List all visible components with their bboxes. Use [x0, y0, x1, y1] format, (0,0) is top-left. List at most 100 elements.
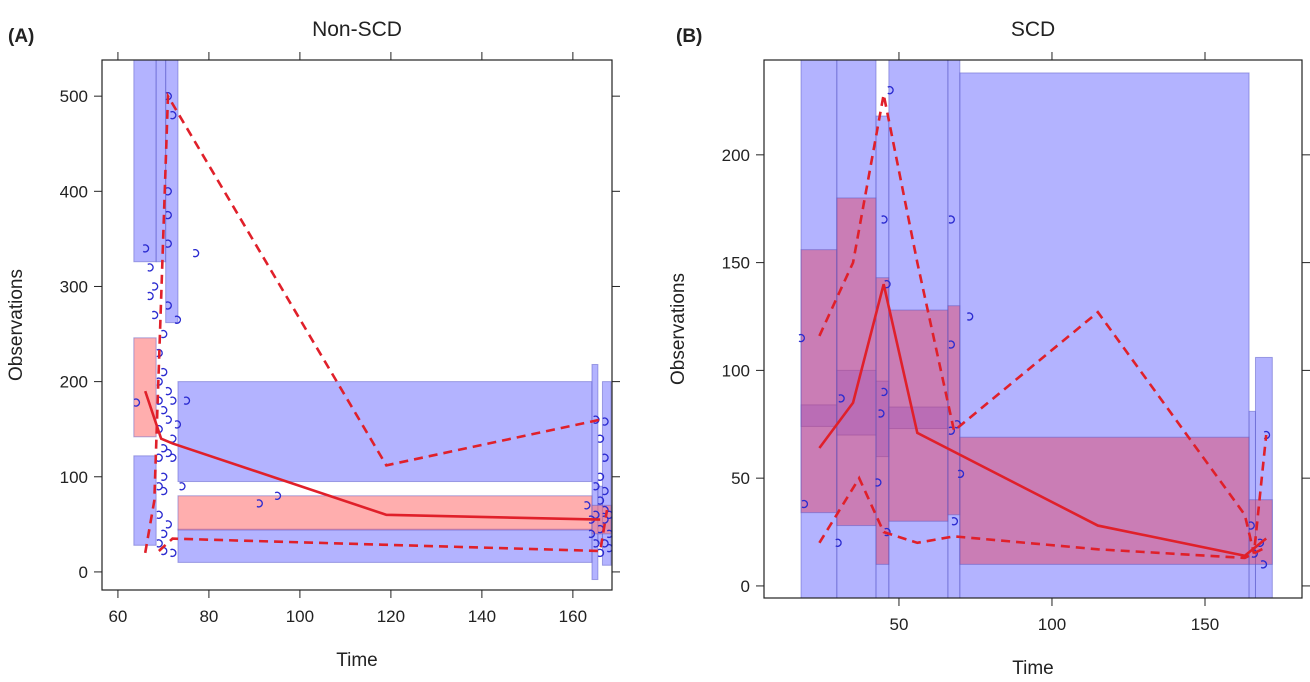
observation [170, 396, 177, 405]
y-axis-label: Observations [668, 273, 689, 385]
y-tick-label: 150 [722, 254, 750, 273]
interval-band [800, 60, 838, 598]
observation [161, 529, 168, 539]
x-tick-label: 100 [1038, 615, 1066, 634]
x-tick-label: 160 [559, 607, 587, 626]
observation [875, 478, 882, 487]
observation [957, 469, 965, 479]
interval-band [155, 60, 167, 263]
observation [151, 282, 159, 291]
plot-area [133, 60, 612, 581]
observation [133, 398, 141, 407]
y-tick-label: 50 [731, 469, 750, 488]
observation [161, 329, 168, 339]
observation [165, 386, 172, 396]
panel: (B) SCD Time Observations 50 100 150 0 50 100 150 2… [668, 18, 1310, 679]
observation [192, 248, 200, 258]
x-tick-label: 100 [286, 607, 314, 626]
observation [142, 244, 150, 253]
y-tick-label: 200 [60, 373, 88, 392]
observation [156, 482, 163, 491]
observation [606, 543, 612, 553]
interval-band [800, 249, 838, 514]
observation [593, 415, 600, 424]
interval-band [165, 60, 179, 324]
chart-title: SCD [1011, 18, 1055, 41]
interval-band [133, 337, 157, 438]
plot-area [798, 60, 1273, 598]
observation [165, 520, 172, 529]
observation [878, 409, 885, 418]
interval-band [836, 197, 877, 527]
observation [165, 301, 172, 310]
observation [174, 315, 182, 324]
observation [593, 482, 600, 491]
observation [881, 215, 888, 224]
x-tick-label: 140 [468, 607, 496, 626]
y-tick-label: 300 [60, 277, 88, 296]
observation [274, 491, 282, 500]
observation [798, 333, 806, 343]
panel-label: (A) [8, 26, 34, 47]
interval-band [591, 363, 599, 581]
observation [584, 501, 591, 510]
observation [597, 434, 605, 443]
chart-title: Non-SCD [312, 18, 402, 41]
y-tick-label: 100 [60, 468, 88, 487]
y-tick-label: 0 [79, 563, 88, 582]
observation [884, 279, 891, 289]
observation [161, 486, 168, 496]
observation [602, 453, 609, 462]
x-tick-label: 120 [377, 607, 405, 626]
observation [1257, 538, 1265, 547]
panel: (A) Non-SCD Time Observations 60 80 100 120 140 1… [6, 18, 620, 671]
observation [156, 539, 163, 548]
interval-band [177, 495, 593, 531]
observation [165, 239, 172, 248]
observation [966, 312, 974, 321]
observation [165, 210, 172, 220]
observation [951, 517, 959, 526]
observation [606, 510, 612, 520]
interval-band [133, 60, 157, 263]
observation [161, 444, 168, 453]
panel-label: (B) [676, 26, 702, 47]
median-line [818, 283, 1268, 558]
interval-band [1248, 499, 1273, 565]
observation [165, 187, 172, 196]
observation [602, 417, 609, 426]
observation [151, 310, 159, 320]
y-axis-label: Observations [6, 269, 27, 381]
observation [161, 472, 168, 481]
observation [801, 499, 809, 509]
observation [1248, 521, 1255, 530]
observation [602, 539, 609, 548]
observation [170, 453, 177, 462]
observation [1260, 560, 1268, 569]
interval-band [133, 455, 157, 546]
observation [165, 415, 172, 424]
x-axis-label: Time [336, 650, 378, 671]
observation [602, 515, 609, 524]
observation [597, 472, 605, 481]
y-tick-label: 200 [722, 146, 750, 165]
observation [256, 499, 263, 508]
y-tick-label: 500 [60, 87, 88, 106]
observation [597, 496, 605, 505]
observation [602, 486, 609, 496]
observation [156, 453, 163, 462]
y-tick-label: 0 [741, 577, 750, 596]
median-line [143, 390, 601, 521]
observation [588, 529, 596, 539]
observation [884, 527, 891, 537]
observation [835, 538, 842, 547]
observation [165, 448, 172, 458]
observation [948, 215, 955, 224]
observation [597, 548, 605, 558]
interval-band [947, 305, 961, 516]
observation [183, 396, 191, 405]
percentile-line [818, 94, 1268, 554]
observation [170, 548, 177, 558]
observation [606, 529, 612, 539]
